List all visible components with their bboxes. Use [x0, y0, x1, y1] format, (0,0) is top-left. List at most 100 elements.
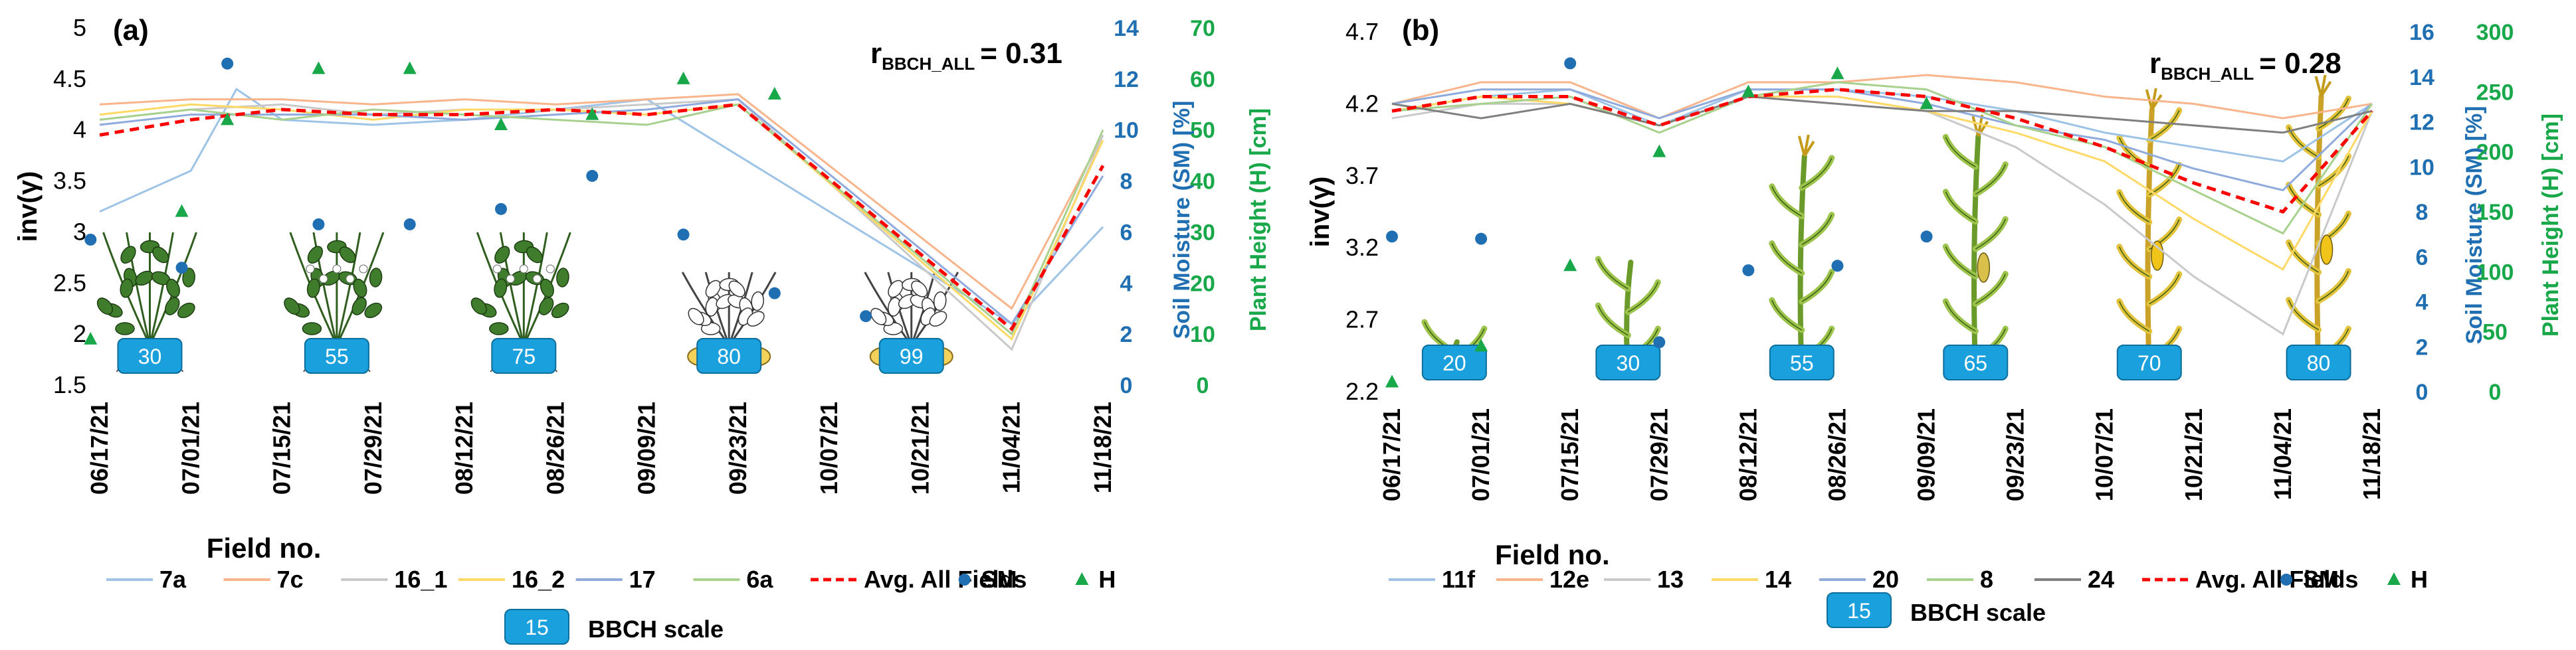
sm-marker	[1386, 230, 1398, 243]
maize-leaf	[2146, 161, 2183, 198]
x-tick-label: 11/18/21	[2358, 408, 2385, 500]
y-tick-label: 1.5	[53, 371, 86, 398]
h-axis-tick-label: 250	[2476, 80, 2514, 105]
maize-leaf-outline	[1597, 305, 1629, 336]
leaf-shape	[364, 302, 383, 319]
legend-item-label: Avg. All Fields	[2195, 566, 2358, 593]
h-axis-tick-label: 10	[1190, 322, 1215, 347]
sm-axis-tick-label: 4	[1120, 271, 1133, 296]
leaf-shape	[120, 246, 136, 264]
maize-leaf-outline	[2149, 274, 2180, 305]
stem-line	[312, 232, 338, 346]
leaf-shape	[302, 322, 322, 335]
bbch-stage-label: 75	[512, 345, 536, 368]
sm-marker	[84, 233, 97, 246]
legend-item-label: 8	[1980, 566, 1993, 593]
x-axis-label: Field no.	[1495, 539, 1610, 570]
maize-tassel	[2145, 88, 2163, 111]
series-line-avg-all-fields	[1391, 88, 2373, 214]
series-line-17	[99, 98, 1104, 326]
stem-line	[681, 272, 730, 346]
correlation-prefix: r	[870, 37, 882, 70]
h-marker	[585, 107, 599, 120]
leaf-shape	[911, 280, 928, 297]
x-axis-label: Field no.	[207, 532, 322, 564]
sm-axis-tick-label: 14	[1114, 16, 1139, 41]
y-axis-label: inv(γ)	[13, 171, 43, 242]
bbch-stage-box	[2116, 345, 2182, 380]
correlation-value: = 0.31	[980, 37, 1062, 70]
h-axis-tick-label: 30	[1190, 220, 1215, 245]
maize-leaf-outline	[1801, 214, 1833, 246]
leaf-shape	[556, 268, 569, 287]
maize-leaf-outline	[1801, 272, 1833, 302]
sm-marker	[1564, 57, 1577, 70]
x-tick-label: 09/09/21	[633, 402, 660, 495]
h-axis-tick-label: 150	[2476, 200, 2514, 225]
maize-leaf	[1595, 302, 1631, 339]
legend-item-label: SM	[981, 566, 1017, 593]
bbch-stage-label: 65	[1963, 351, 1987, 375]
x-tick-label: 10/21/21	[2180, 408, 2207, 501]
legend-bbch-text: BBCH scale	[1910, 599, 2046, 626]
maize-leaf	[1595, 256, 1631, 292]
legend-swatch-circle	[958, 574, 971, 586]
bbch-stage-box	[1769, 345, 1834, 380]
y-tick-label: 2.7	[1345, 306, 1379, 333]
h-axis-tick-label: 50	[1190, 118, 1215, 143]
leaf-shape	[494, 278, 508, 298]
maize-leaf	[1942, 133, 1979, 170]
x-tick-label: 06/17/21	[1378, 408, 1405, 501]
leaf-shape	[728, 280, 745, 297]
flower-shape	[519, 264, 528, 274]
legend-bbch-box	[1827, 592, 1892, 628]
leaf-shape	[120, 278, 134, 298]
x-tick-label: 10/07/21	[2091, 408, 2118, 501]
legend-bbch-box-label: 15	[525, 615, 549, 639]
legend-swatch-circle	[2280, 574, 2292, 586]
series-line-14	[1391, 96, 2373, 271]
maize-leaf	[1942, 298, 1979, 335]
flower-shape	[545, 264, 555, 274]
legend-item-label: 17	[629, 566, 656, 593]
leaf-shape	[688, 307, 704, 325]
series-line-avg-all-fields	[99, 102, 1105, 332]
series-line-20	[1391, 88, 2373, 192]
legend-item-label: Avg. All Fields	[864, 566, 1027, 593]
legend-item-label: 24	[2088, 566, 2114, 593]
sm-axis-tick-label: 6	[1120, 220, 1133, 245]
maize-leaf-outline	[2318, 98, 2349, 129]
h-marker	[1741, 84, 1755, 98]
maize-stem	[1971, 133, 1981, 378]
bbch-stage-label: 55	[325, 345, 349, 368]
leaf-shape	[540, 278, 554, 298]
h-marker	[175, 204, 189, 217]
sm-axis-label: Soil Moisture (SM) [%]	[2462, 106, 2487, 345]
flower-shape	[306, 264, 315, 274]
leaf-shape	[165, 297, 180, 315]
legend-swatch-triangle	[1075, 572, 1089, 585]
leaf-shape	[705, 280, 721, 298]
maize-stem	[2145, 107, 2155, 378]
maize-stem	[2314, 94, 2324, 378]
h-marker	[1563, 258, 1577, 272]
legend-item-label: 20	[1872, 566, 1899, 593]
stem-line	[149, 232, 174, 346]
maize-leaf-outline	[2119, 192, 2150, 223]
stem-line	[126, 232, 151, 346]
h-marker	[84, 331, 98, 345]
x-tick-label: 08/26/21	[542, 402, 569, 495]
bbch-stage-box	[304, 338, 369, 374]
leaf-shape	[538, 297, 554, 315]
x-tick-label: 06/17/21	[86, 402, 113, 495]
maize-leaf-outline	[1975, 274, 2006, 305]
sm-axis-tick-label: 2	[1120, 322, 1133, 347]
leaf-shape	[96, 297, 114, 315]
sm-axis-tick-label: 12	[1114, 67, 1139, 92]
maize-leaf-outline	[1945, 246, 1976, 277]
sm-marker	[221, 57, 234, 70]
x-tick-label: 07/15/21	[1556, 408, 1583, 501]
stem-line	[522, 232, 548, 346]
sm-axis-tick-label: 0	[2416, 380, 2428, 405]
